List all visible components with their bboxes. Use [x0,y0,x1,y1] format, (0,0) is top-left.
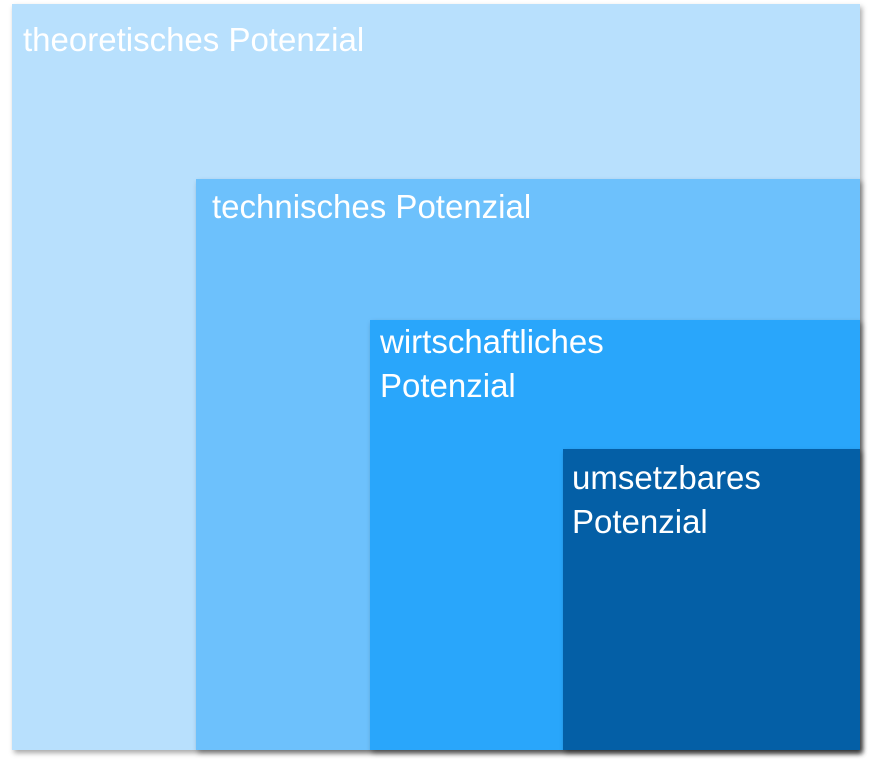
feasible-potential-label: umsetzbares Potenzial [572,456,761,544]
feasible-potential-box: umsetzbares Potenzial [563,449,860,750]
feasible-potential-label-line1: umsetzbares [572,459,761,496]
economic-potential-label-line2: Potenzial [380,367,516,404]
theoretical-potential-label: theoretisches Potenzial [23,21,365,58]
technical-potential-label: technisches Potenzial [212,188,532,225]
economic-potential-label-line1: wirtschaftliches [380,323,604,360]
economic-potential-label: wirtschaftliches Potenzial [380,320,604,408]
feasible-potential-label-line2: Potenzial [572,503,708,540]
